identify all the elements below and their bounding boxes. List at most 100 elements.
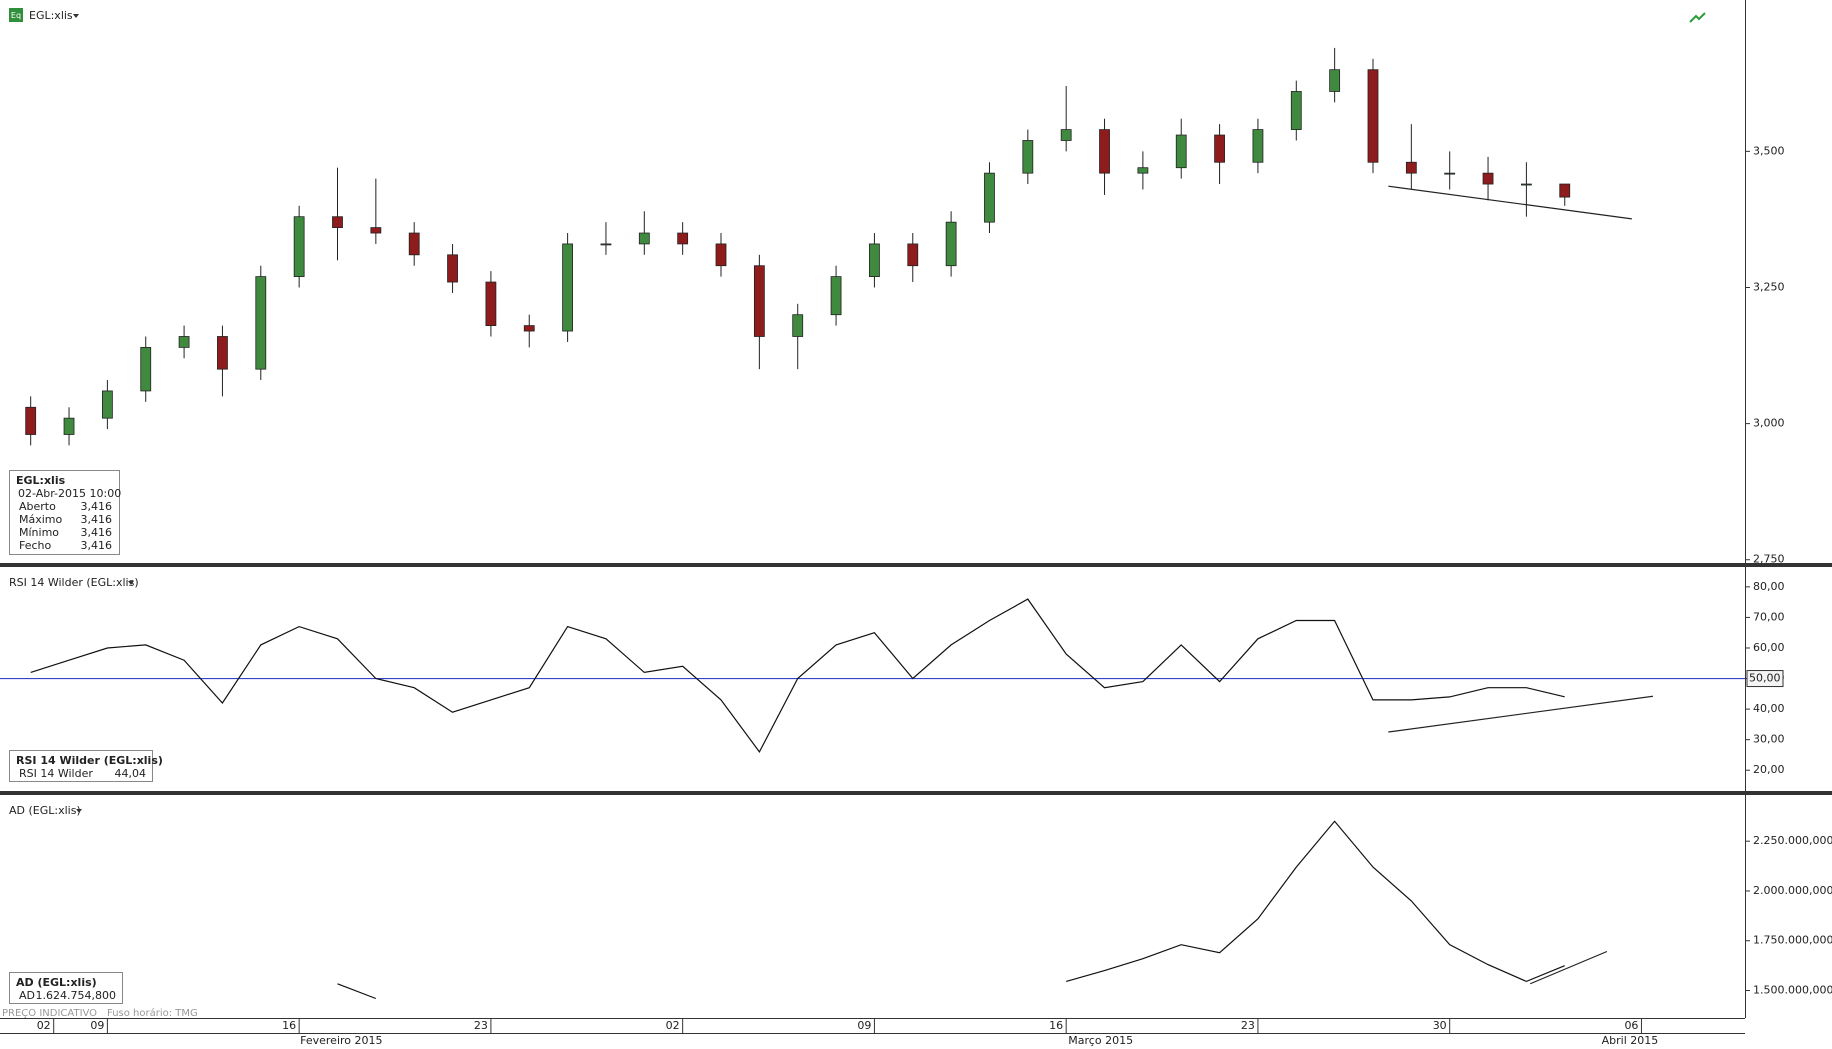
- y-tick-label: 20,00: [1753, 763, 1785, 776]
- candle-body: [332, 216, 343, 228]
- dropdown-arrow[interactable]: [73, 14, 79, 18]
- info-label: Mínimo: [19, 526, 59, 539]
- y-tick-label: 2.250.000,000: [1753, 834, 1832, 847]
- x-tick-label: 23: [474, 1019, 488, 1032]
- x-tick-label: 16: [1049, 1019, 1063, 1032]
- candle-body: [1137, 167, 1149, 174]
- y-tick-label: 1.500.000,000: [1753, 984, 1832, 997]
- panel-separator: [0, 563, 1832, 567]
- symbol-selector[interactable]: EGL:xlis: [29, 9, 73, 22]
- y-tick-label: 60,00: [1753, 641, 1785, 654]
- info-title: RSI 14 Wilder (EGL:xlis): [16, 754, 163, 767]
- x-tick-label: 02: [37, 1019, 51, 1032]
- x-tick-label: 16: [282, 1019, 296, 1032]
- info-date: 02-Abr-2015 10:00: [18, 487, 121, 500]
- rsi-box: RSI 14 Wilder (EGL:xlis) RSI 14 Wilder 4…: [9, 750, 163, 782]
- candle-body: [1252, 129, 1264, 163]
- candle-body: [907, 243, 919, 267]
- footer-note: PREÇO INDICATIVO: [2, 1008, 97, 1019]
- info-box-frame: [9, 470, 120, 555]
- trend-line: [1388, 695, 1654, 733]
- plot-area: [0, 598, 1745, 754]
- candle-body: [753, 265, 765, 337]
- candle-body: [101, 390, 113, 419]
- info-value: 1.624.754,800: [36, 989, 116, 1002]
- plot-area: [25, 47, 1632, 446]
- info-box-frame: [9, 972, 123, 1004]
- candle-body: [370, 227, 382, 234]
- candle-body: [140, 346, 152, 392]
- y-tick-label: 3,250: [1753, 280, 1785, 293]
- candle-body: [178, 336, 190, 348]
- candle-body: [217, 336, 228, 370]
- candle-body: [1520, 183, 1532, 186]
- y-tick-label: 2.000.000,000: [1753, 884, 1832, 897]
- candle-body: [984, 172, 995, 223]
- trend-line: [1388, 185, 1632, 220]
- candle-body: [792, 314, 804, 337]
- x-tick-label: 06: [1624, 1019, 1638, 1032]
- x-tick-label: 02: [666, 1019, 680, 1032]
- panel-separator: [0, 791, 1832, 795]
- candle-body: [869, 243, 880, 277]
- candle-body: [523, 325, 535, 332]
- candle-body: [293, 216, 305, 277]
- month-label: Fevereiro 2015: [300, 1034, 382, 1047]
- y-tick-label: 40,00: [1753, 702, 1785, 715]
- indicator-line: [337, 820, 1565, 1000]
- symbol-icon[interactable]: [9, 8, 23, 22]
- info-title: AD (EGL:xlis): [16, 976, 97, 989]
- candle-body: [600, 243, 612, 246]
- dropdown-arrow[interactable]: [128, 581, 134, 585]
- candle-body: [562, 243, 574, 332]
- dropdown-arrow[interactable]: [76, 809, 82, 813]
- panel-title[interactable]: RSI 14 Wilder (EGL:xlis): [9, 576, 139, 589]
- month-label: Abril 2015: [1602, 1034, 1659, 1047]
- info-value: 3,416: [81, 513, 113, 526]
- x-tick-label: 09: [90, 1019, 104, 1032]
- candle-body: [945, 221, 957, 267]
- candle-body: [255, 276, 267, 370]
- y-tick-label: 2,750: [1753, 553, 1785, 566]
- ad-box: AD (EGL:xlis) AD 1.624.754,800: [9, 972, 123, 1004]
- x-tick-label: 09: [857, 1019, 871, 1032]
- trend-line: [1529, 950, 1608, 985]
- x-tick-label: 30: [1433, 1019, 1447, 1032]
- candle-body: [1444, 172, 1456, 175]
- info-label: AD: [19, 989, 35, 1002]
- candle-body: [677, 232, 689, 245]
- info-box: EGL:xlis 02-Abr-2015 10:00 Aberto 3,416 …: [9, 470, 121, 555]
- info-label: Aberto: [19, 500, 56, 513]
- candle-body: [1290, 91, 1302, 130]
- candle-body: [830, 276, 842, 316]
- candle-body: [25, 406, 37, 435]
- y-tick-label: 3,500: [1753, 144, 1785, 157]
- y-tick-label: 80,00: [1753, 580, 1785, 593]
- candle-body: [408, 232, 420, 256]
- reference-tag: [1746, 670, 1784, 688]
- plot-area: [337, 820, 1608, 1000]
- candle-body: [447, 254, 458, 283]
- candle-body: [638, 232, 650, 245]
- reference-label: 50,00: [1749, 672, 1781, 685]
- x-tick-label: 23: [1241, 1019, 1255, 1032]
- candle-body: [1060, 129, 1072, 141]
- candle-body: [485, 281, 497, 327]
- y-tick-label: 30,00: [1753, 733, 1785, 746]
- y-tick-label: 70,00: [1753, 610, 1785, 623]
- info-title: EGL:xlis: [16, 474, 66, 487]
- info-box-frame: [9, 750, 153, 782]
- indicator-line: [30, 598, 1565, 754]
- y-tick-label: 3,000: [1753, 417, 1785, 430]
- info-label: Fecho: [19, 539, 52, 552]
- candle-body: [1022, 140, 1034, 174]
- candle-body: [715, 243, 727, 267]
- candle-body: [1405, 161, 1417, 174]
- trend-icon[interactable]: [1689, 12, 1706, 23]
- info-value: 3,416: [81, 500, 113, 513]
- y-tick-label: 1.750.000,000: [1753, 934, 1832, 947]
- panel-title[interactable]: AD (EGL:xlis): [9, 804, 81, 817]
- info-value: 3,416: [81, 526, 113, 539]
- footer-note: Fuso horário: TMG: [107, 1007, 198, 1019]
